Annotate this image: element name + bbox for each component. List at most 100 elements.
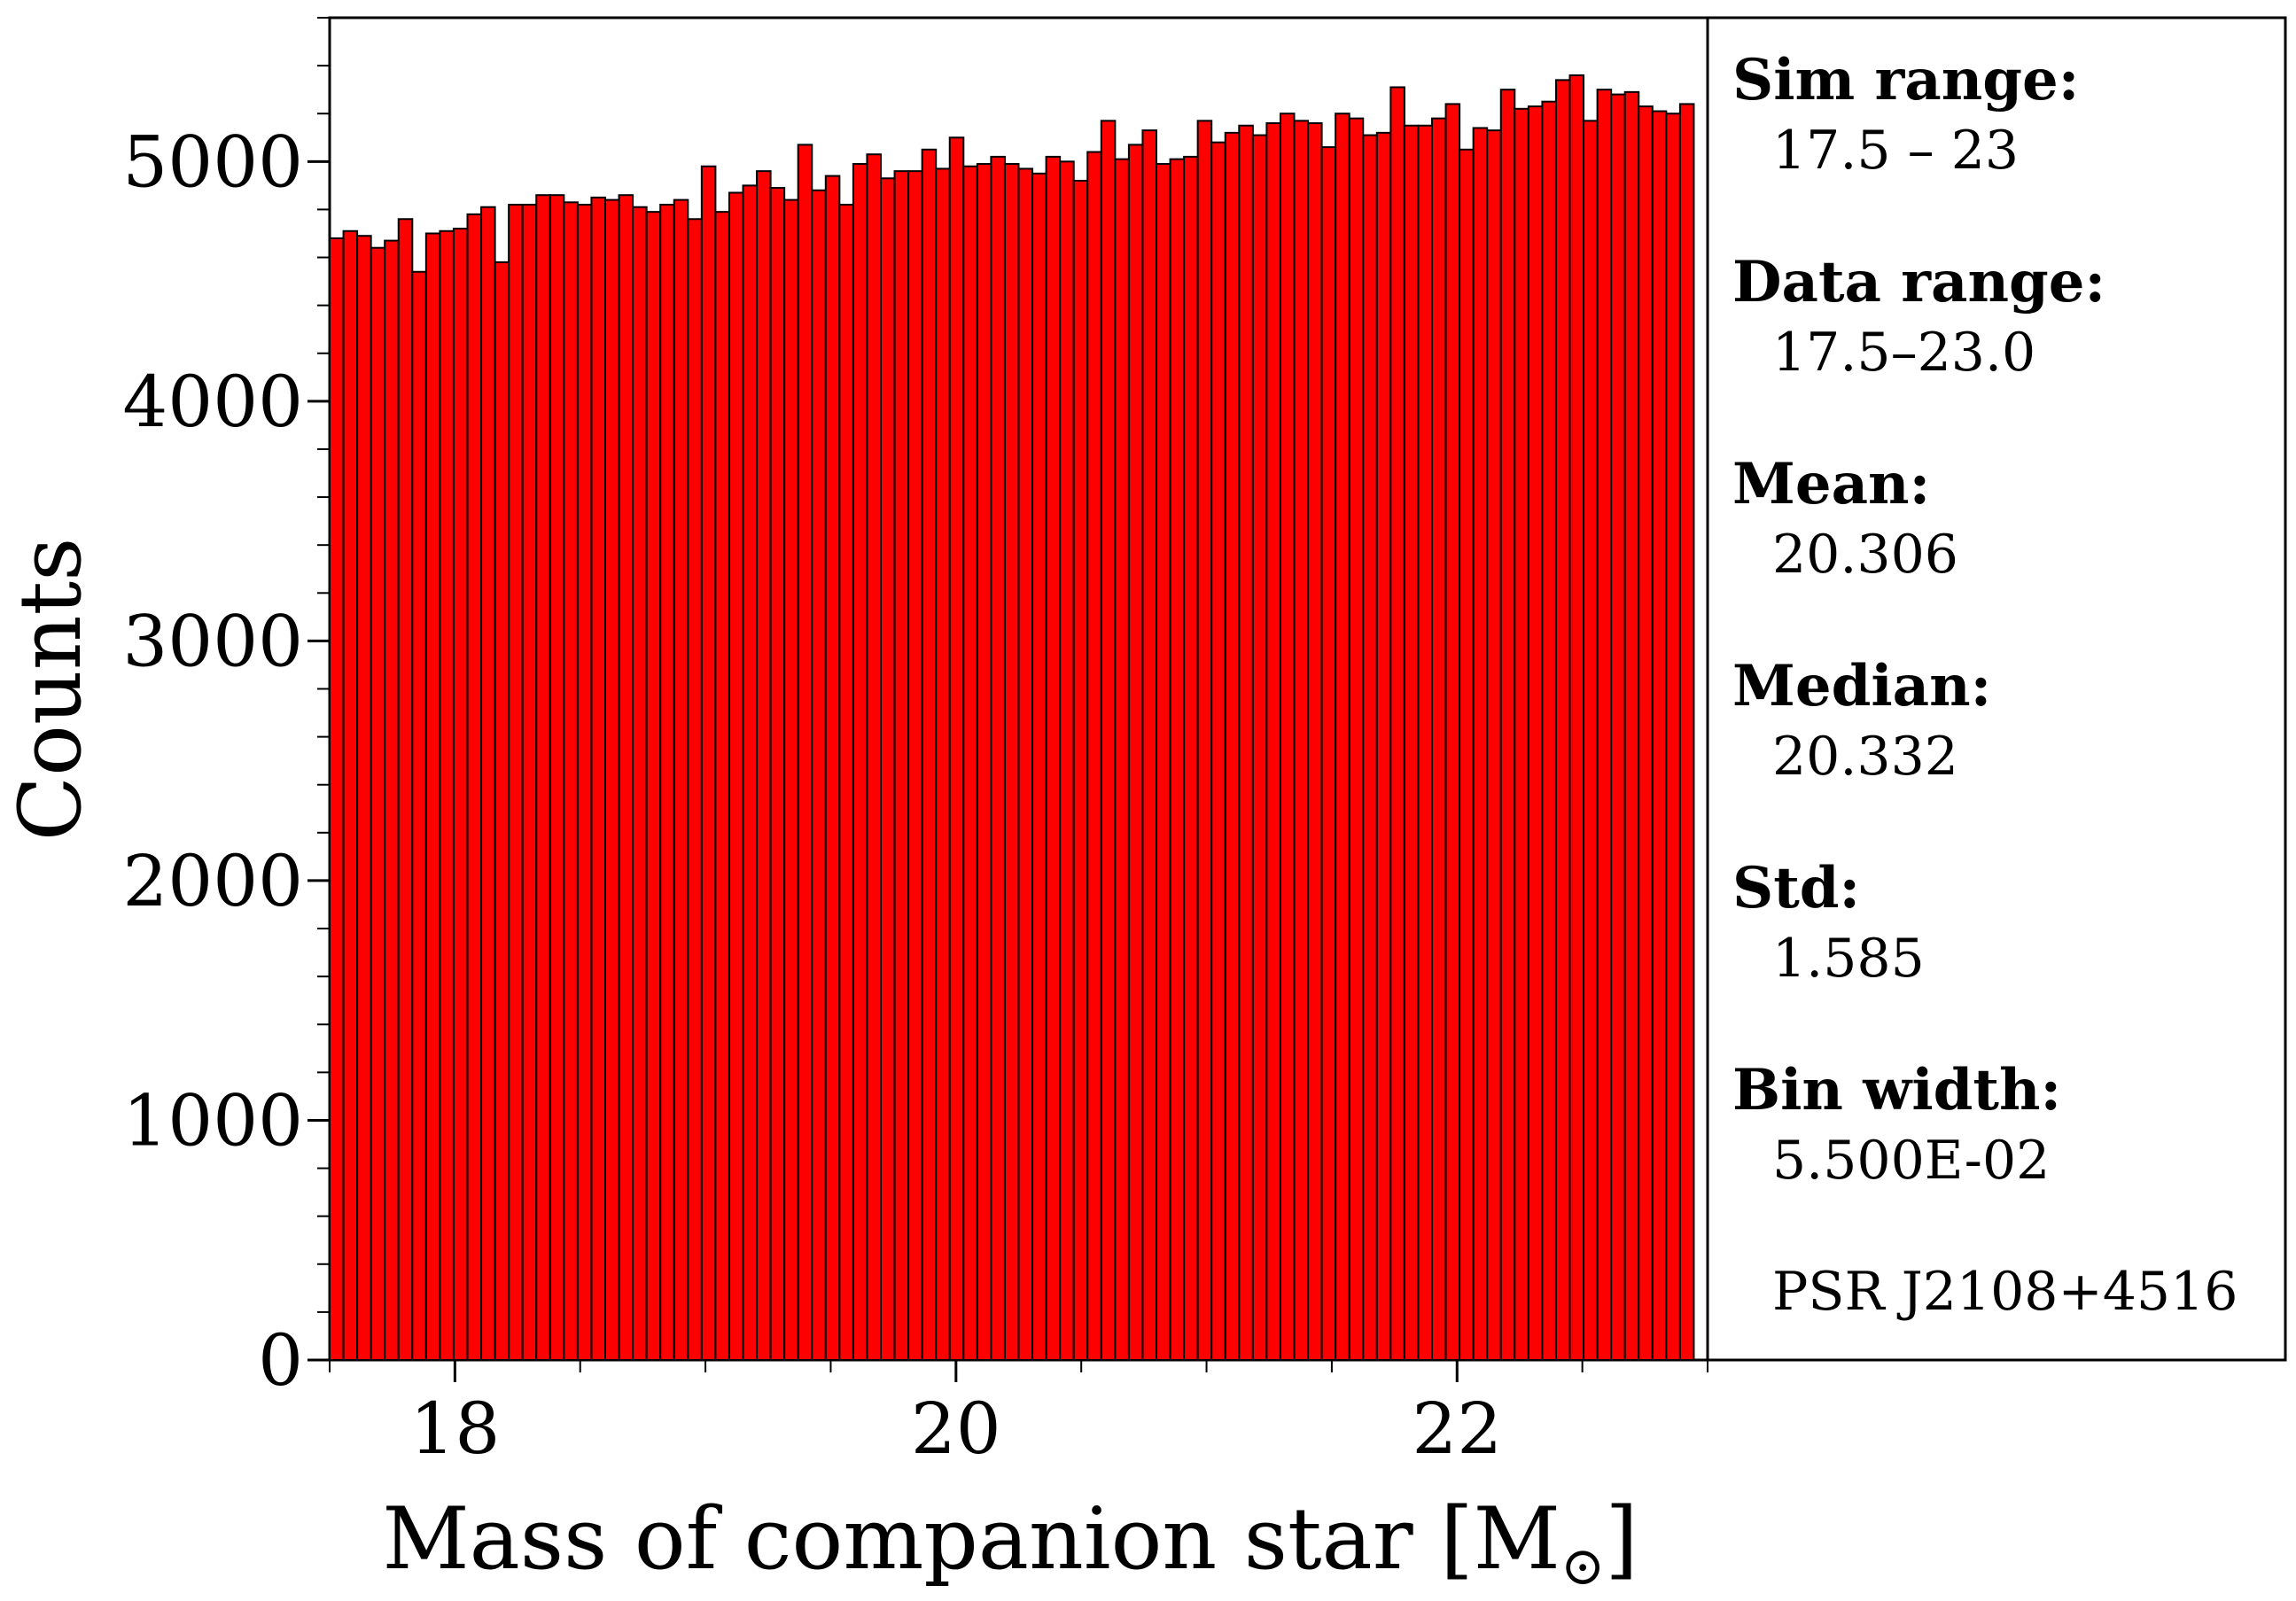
stat-data-range-value: 17.5–23.0	[1772, 322, 2035, 384]
histogram-bar	[604, 198, 620, 1361]
histogram-bar	[687, 218, 703, 1361]
histogram-bar	[424, 232, 441, 1361]
histogram-bar	[1459, 148, 1475, 1361]
histogram-bar	[1389, 86, 1405, 1362]
histogram-bar	[535, 194, 551, 1362]
histogram-bar	[1045, 155, 1062, 1361]
histogram-bar	[1486, 129, 1502, 1362]
histogram-bar	[1499, 89, 1516, 1361]
histogram-bar	[370, 246, 386, 1362]
histogram-bar	[756, 170, 772, 1362]
histogram-bar	[563, 201, 579, 1361]
axis-ticks: 0 1000 2000 3000 4000 5000 18 20 22	[122, 17, 1708, 1470]
stat-median-label: Median:	[1732, 653, 1991, 719]
y-tick-label: 0	[258, 1319, 303, 1402]
histogram-bar	[466, 213, 483, 1362]
histogram-bar	[1265, 122, 1281, 1361]
histogram-bar	[948, 136, 965, 1362]
histogram-bar	[329, 237, 345, 1362]
histogram-bar	[618, 194, 634, 1362]
histogram-bar	[356, 235, 372, 1361]
y-tick-label: 5000	[122, 120, 303, 203]
histogram-bar	[769, 187, 786, 1362]
histogram-bar	[962, 165, 978, 1361]
histogram-bar	[439, 229, 455, 1362]
histogram-bar	[1610, 93, 1626, 1362]
histogram-bar	[1444, 103, 1461, 1362]
stat-data-range-label: Data range:	[1732, 249, 2105, 315]
histogram-bar	[1156, 163, 1171, 1362]
histogram-bar	[880, 177, 896, 1362]
histogram-bar	[1017, 167, 1034, 1361]
stats-panel-frame	[1706, 16, 2287, 1362]
y-axis-title: Counts	[1, 538, 100, 842]
histogram-bar	[1003, 163, 1020, 1362]
histogram-bar	[1665, 113, 1681, 1362]
histogram-bar	[893, 170, 910, 1362]
histogram-bar	[1307, 122, 1323, 1361]
histogram-bar	[1059, 160, 1075, 1362]
stat-sim-range-label: Sim range:	[1732, 47, 2079, 113]
histogram-bar	[1238, 124, 1254, 1361]
stat-mean-value: 20.306	[1772, 524, 1958, 586]
x-axis-title-end: ]	[1605, 1489, 1638, 1589]
histogram-bar	[1596, 89, 1613, 1361]
histogram-bar	[1127, 144, 1144, 1362]
histogram-bar	[714, 211, 730, 1362]
histogram-bars	[329, 74, 1695, 1362]
histogram-bar	[1169, 158, 1186, 1361]
histogram-bar	[990, 155, 1006, 1361]
histogram-bar	[1335, 113, 1350, 1362]
histogram-bar	[921, 148, 938, 1361]
y-tick-label: 1000	[122, 1079, 303, 1162]
histogram-bar	[1210, 141, 1226, 1361]
histogram-bar	[811, 189, 827, 1361]
histogram-bar	[1554, 79, 1571, 1362]
histogram-bar	[742, 184, 759, 1361]
x-tick-label: 20	[911, 1387, 1001, 1470]
histogram-bar	[1196, 120, 1213, 1362]
histogram-bar	[590, 196, 607, 1362]
y-tick-label: 2000	[122, 840, 303, 922]
histogram-bar	[728, 191, 744, 1361]
histogram-bar	[411, 270, 427, 1362]
histogram-bar	[549, 194, 565, 1362]
histogram-bar	[1638, 105, 1654, 1361]
stat-sim-range-value: 17.5 – 23	[1772, 120, 2019, 182]
histogram-bar	[576, 204, 593, 1362]
histogram-bar	[384, 239, 400, 1361]
histogram-bar	[1375, 131, 1392, 1361]
histogram-bar	[452, 228, 469, 1362]
histogram-bar	[1348, 117, 1365, 1361]
histogram-bar	[1623, 90, 1640, 1361]
histogram-bar	[508, 204, 524, 1362]
histogram-bar	[1072, 179, 1089, 1362]
histogram-bar	[1403, 124, 1420, 1361]
histogram-bar	[342, 229, 359, 1362]
histogram-bar	[1293, 120, 1310, 1362]
histogram-bar	[1583, 120, 1599, 1362]
histogram-bar	[1651, 110, 1668, 1362]
stat-mean-label: Mean:	[1732, 451, 1930, 517]
histogram-bar	[494, 260, 510, 1362]
histogram-bar	[1141, 129, 1157, 1362]
histogram-bar	[797, 144, 813, 1362]
x-tick-label: 18	[409, 1387, 500, 1470]
histogram-bar	[1183, 155, 1199, 1361]
histogram-bar	[645, 211, 662, 1362]
histogram-bar	[838, 204, 854, 1362]
histogram-bar	[700, 165, 717, 1361]
histogram-bar	[1514, 107, 1529, 1361]
histogram-bar	[1362, 134, 1378, 1361]
histogram-bar	[480, 206, 496, 1361]
histogram-bar	[1100, 120, 1117, 1362]
histogram-bar	[1031, 172, 1047, 1361]
stat-std-value: 1.585	[1772, 928, 1925, 990]
histogram-bar	[852, 163, 868, 1362]
histogram-bar	[907, 170, 923, 1362]
stat-bin-width-label: Bin width:	[1732, 1057, 2061, 1123]
histogram-bar	[632, 206, 648, 1361]
histogram-bar	[935, 167, 951, 1361]
y-tick-label: 4000	[122, 361, 303, 443]
